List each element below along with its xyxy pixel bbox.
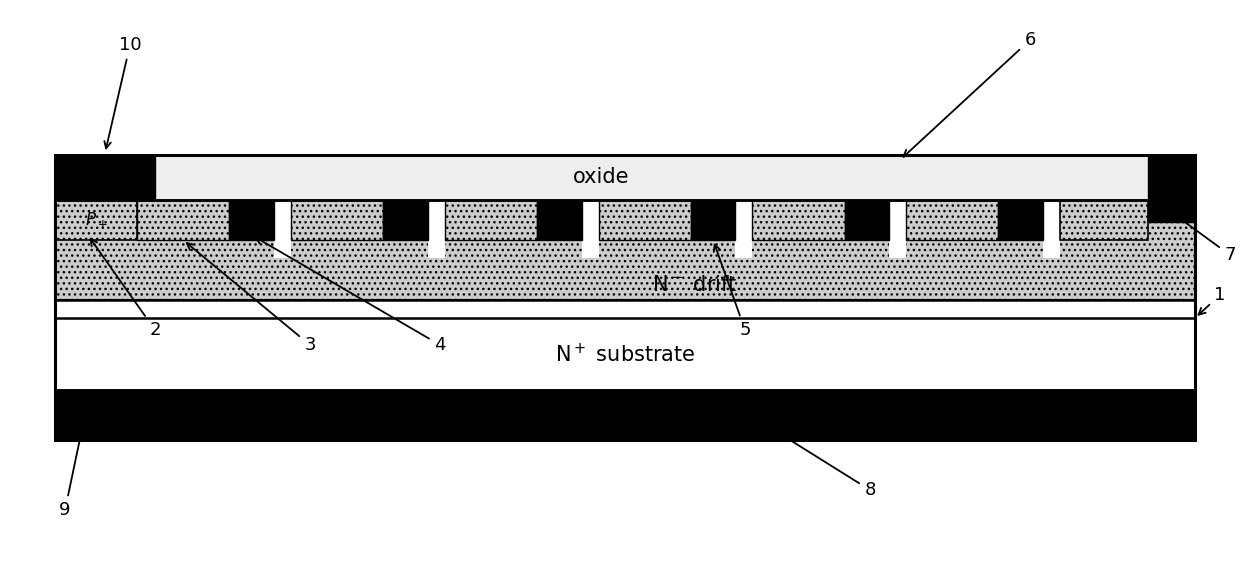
Text: 3: 3 <box>187 243 316 354</box>
Bar <box>998 200 1043 240</box>
Bar <box>55 318 1195 390</box>
Text: oxide: oxide <box>573 167 630 187</box>
Text: 5: 5 <box>714 245 750 339</box>
Text: N$^+$ substrate: N$^+$ substrate <box>554 342 696 366</box>
Bar <box>537 200 582 240</box>
Bar <box>889 200 906 258</box>
Bar <box>428 200 445 258</box>
Bar <box>55 390 1195 440</box>
Bar <box>1043 200 1060 258</box>
Bar <box>55 155 1195 440</box>
Text: 2: 2 <box>91 239 161 339</box>
Bar <box>55 200 1195 300</box>
Text: N$^-$ drift: N$^-$ drift <box>651 275 738 295</box>
Bar <box>1060 200 1148 240</box>
Bar <box>599 200 691 240</box>
Bar <box>906 200 998 240</box>
Bar <box>55 155 1195 200</box>
Text: 10: 10 <box>104 36 141 148</box>
Bar <box>383 200 428 240</box>
Bar <box>136 200 229 240</box>
Text: 9: 9 <box>60 420 86 519</box>
Bar <box>55 155 1195 440</box>
Bar <box>55 200 1195 300</box>
Text: 6: 6 <box>904 31 1035 157</box>
Text: 8: 8 <box>754 417 875 499</box>
Text: 7: 7 <box>1174 215 1236 264</box>
Text: P$_+$: P$_+$ <box>84 210 108 230</box>
Bar <box>691 200 735 240</box>
Bar <box>55 200 136 240</box>
Bar <box>753 200 844 240</box>
Bar <box>844 200 889 240</box>
Text: 1: 1 <box>1199 286 1225 315</box>
Bar <box>55 155 155 200</box>
Bar <box>291 200 383 240</box>
Bar <box>1148 155 1195 222</box>
Bar <box>582 200 599 258</box>
Text: 4: 4 <box>255 238 445 354</box>
Bar <box>229 200 274 240</box>
Bar <box>445 200 537 240</box>
Bar <box>735 200 753 258</box>
Bar <box>274 200 291 258</box>
